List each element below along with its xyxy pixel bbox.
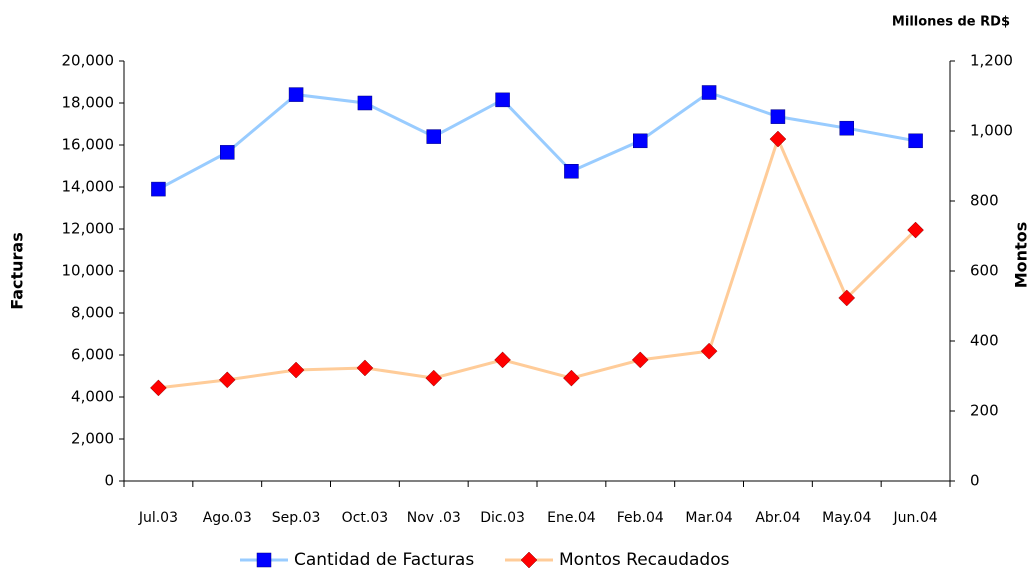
x-tick-label: Ago.03 <box>203 510 252 526</box>
y-tick-label: 20,000 <box>62 52 115 70</box>
series-marker <box>426 129 441 144</box>
y-tick-label: 2,000 <box>71 430 114 448</box>
y-tick-label: 18,000 <box>62 94 115 112</box>
series-marker <box>700 342 718 360</box>
x-tick-label: Mar.04 <box>685 510 732 526</box>
legend-marker <box>520 551 538 569</box>
series-marker <box>770 109 786 124</box>
y2-tick-label: 0 <box>970 472 980 490</box>
x-tick-label: Abr.04 <box>755 510 800 526</box>
series-marker <box>564 164 579 179</box>
series-marker <box>907 221 924 239</box>
x-tick-label: Oct.03 <box>342 510 388 526</box>
series-marker <box>769 130 787 148</box>
y2-tick-label: 200 <box>970 402 999 420</box>
y2-tick-label: 800 <box>970 192 999 210</box>
x-tick-label: Ene.04 <box>547 510 596 526</box>
unit-label: Millones de RD$ <box>892 15 1010 30</box>
legend-label: Montos Recaudados <box>559 550 730 570</box>
x-tick-label: Feb.04 <box>617 510 664 526</box>
series-marker <box>287 361 305 379</box>
legend-marker <box>256 552 272 568</box>
y2-axis-label: Montos <box>1012 222 1031 288</box>
y-tick-label: 0 <box>104 472 114 490</box>
series-marker <box>631 351 649 369</box>
y-tick-label: 16,000 <box>62 136 115 154</box>
y2-tick-label: 400 <box>970 332 999 350</box>
y2-tick-label: 1,200 <box>970 52 1013 70</box>
series-line <box>157 90 916 191</box>
series-marker <box>494 351 511 369</box>
y-tick-label: 4,000 <box>71 388 114 406</box>
x-tick-label: Jun.04 <box>893 510 938 526</box>
series-marker <box>288 87 304 102</box>
series-marker <box>357 95 373 111</box>
series-marker <box>563 369 580 387</box>
series-marker <box>425 369 443 387</box>
series-marker <box>220 145 235 160</box>
series-marker <box>838 289 856 307</box>
series-marker <box>633 133 648 149</box>
series-marker <box>908 133 923 149</box>
x-tick-label: May.04 <box>822 510 871 526</box>
x-tick-label: Sep.03 <box>272 510 321 526</box>
y-tick-label: 8,000 <box>71 304 114 322</box>
y2-tick-label: 600 <box>970 262 999 280</box>
x-tick-label: Jul.03 <box>138 510 178 526</box>
legend-label: Cantidad de Facturas <box>294 550 474 570</box>
y-tick-label: 12,000 <box>62 220 115 238</box>
series-marker <box>839 120 854 136</box>
x-tick-label: Dic.03 <box>480 510 525 526</box>
y-tick-label: 14,000 <box>62 178 115 196</box>
y-tick-label: 6,000 <box>71 346 114 364</box>
y-tick-label: 10,000 <box>62 262 115 280</box>
series-marker <box>701 85 717 100</box>
series-marker <box>495 92 510 108</box>
y2-tick-label: 1,000 <box>970 122 1013 140</box>
x-tick-label: Nov .03 <box>407 510 461 526</box>
series-marker <box>356 359 374 377</box>
series-marker <box>151 181 166 197</box>
series-marker <box>218 371 236 389</box>
series-line <box>158 134 917 390</box>
series-marker <box>150 379 167 397</box>
y-axis-label: Facturas <box>8 232 27 310</box>
